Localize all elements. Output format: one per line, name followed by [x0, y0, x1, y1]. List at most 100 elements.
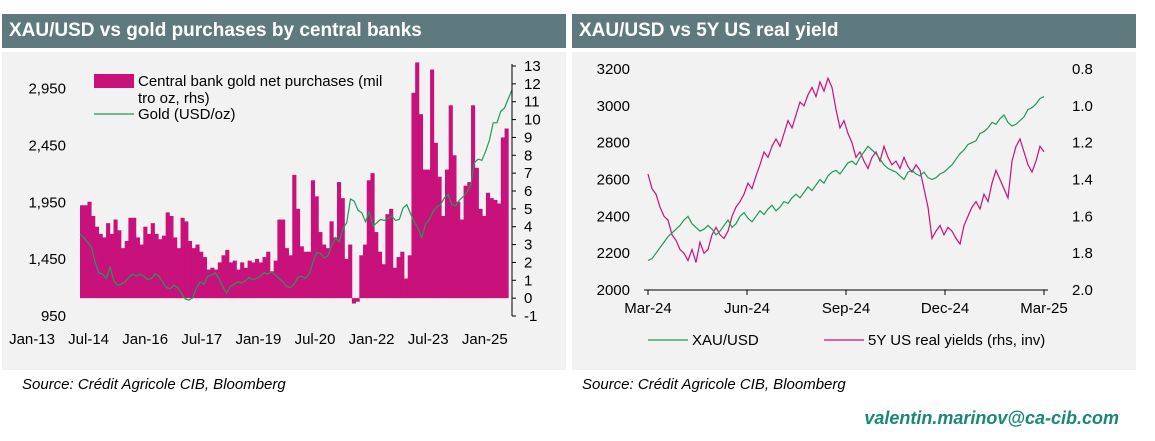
bar [180, 217, 185, 299]
bar [400, 251, 405, 299]
y2-tick-label: 1.6 [1072, 208, 1093, 225]
bar [161, 235, 167, 299]
bar [396, 257, 401, 299]
bar [377, 251, 383, 299]
bar [292, 174, 297, 299]
bar [132, 217, 137, 299]
bar [329, 221, 334, 299]
bar [202, 257, 208, 299]
x-tick-label: Jan-13 [9, 331, 55, 348]
y2-tick-label: 2 [524, 254, 532, 271]
bar [139, 244, 144, 299]
bar [154, 233, 159, 299]
bar [214, 269, 219, 299]
bar [150, 223, 155, 299]
bar [482, 216, 487, 299]
y-tick-label: 2,950 [28, 81, 66, 98]
bar [284, 248, 289, 299]
y2-tick-label: 7 [524, 165, 532, 182]
bar [169, 216, 174, 299]
y-tick-label: 3200 [597, 61, 630, 78]
x-tick-label: Sep-24 [822, 300, 870, 317]
bar [310, 180, 316, 299]
y2-tick-label: 2.0 [1072, 282, 1093, 299]
bar [240, 262, 245, 299]
source-note: Source: Crédit Agricole CIB, Bloomberg [582, 376, 846, 393]
bar [307, 251, 312, 299]
bar [191, 248, 196, 299]
bar [299, 246, 304, 299]
bar [228, 262, 234, 299]
bar [225, 249, 230, 299]
y-tick-label: 2,450 [28, 138, 66, 155]
bar [348, 244, 353, 299]
bar [504, 128, 509, 299]
bar [273, 260, 278, 299]
bar [452, 155, 457, 299]
bar [336, 182, 342, 299]
bar [489, 198, 494, 299]
bar [117, 230, 122, 299]
bar [98, 233, 103, 299]
plot-area: 2000 2200 2400 2600 2800 3000 3200 0.8 1.0 1.2 1.4… [572, 52, 1136, 370]
bar [325, 248, 330, 299]
y-tick-label: 2000 [597, 282, 630, 299]
bar [322, 244, 327, 299]
bar [426, 169, 431, 299]
y2-tick-label: 1.8 [1072, 245, 1093, 262]
bar [91, 216, 96, 299]
bar [102, 237, 107, 299]
bar [411, 92, 416, 299]
bar [478, 208, 483, 299]
bar [355, 298, 360, 302]
bar [251, 262, 256, 299]
y-tick-label: 1,450 [28, 251, 66, 268]
bar [195, 244, 200, 299]
bar [281, 219, 286, 299]
source-note: Source: Crédit Agricole CIB, Bloomberg [22, 376, 286, 393]
bar [418, 114, 424, 299]
y-tick-label: 2800 [597, 135, 630, 152]
bar [433, 142, 438, 299]
bar [407, 255, 412, 299]
bar [94, 226, 100, 299]
bar [340, 198, 345, 299]
bar [381, 264, 386, 299]
bar [199, 251, 204, 299]
bar [444, 169, 450, 299]
bar [404, 278, 409, 299]
bar [485, 192, 491, 299]
bar [363, 244, 368, 299]
bar [210, 267, 215, 299]
x-tick-label: Mar-24 [624, 300, 672, 317]
x-tick-label: Dec-24 [921, 300, 969, 317]
y2-tick-label: 1.4 [1072, 172, 1093, 189]
legend-label: tro oz, rhs) [138, 90, 210, 107]
bar [392, 267, 397, 299]
gold-line [79, 89, 513, 301]
bar [296, 208, 301, 299]
x-tick-label: Jan-25 [462, 331, 508, 348]
y2-tick-label: 0 [524, 290, 532, 307]
bar [232, 260, 237, 299]
y2-tick-label: 9 [524, 129, 532, 146]
bar [370, 173, 375, 299]
bar [243, 267, 248, 299]
x-tick-label: Jun-24 [724, 300, 770, 317]
y2-tick-label: 1 [524, 272, 532, 289]
bar [437, 176, 442, 299]
y-tick-label: 2600 [597, 172, 630, 189]
bar [128, 217, 133, 299]
bar [463, 185, 468, 299]
x-tick-label: Jan-19 [235, 331, 281, 348]
bar [247, 260, 252, 299]
bar [106, 223, 111, 299]
bar [184, 221, 189, 299]
chart-title: XAU/USD vs 5Y US real yield [572, 14, 1136, 48]
bar [500, 137, 505, 299]
y2-tick-label: 3 [524, 237, 532, 254]
y2-tick-label: 1.2 [1072, 135, 1093, 152]
bar [124, 241, 129, 299]
bar [83, 205, 88, 299]
x-tick-label: Jul-20 [295, 331, 336, 348]
